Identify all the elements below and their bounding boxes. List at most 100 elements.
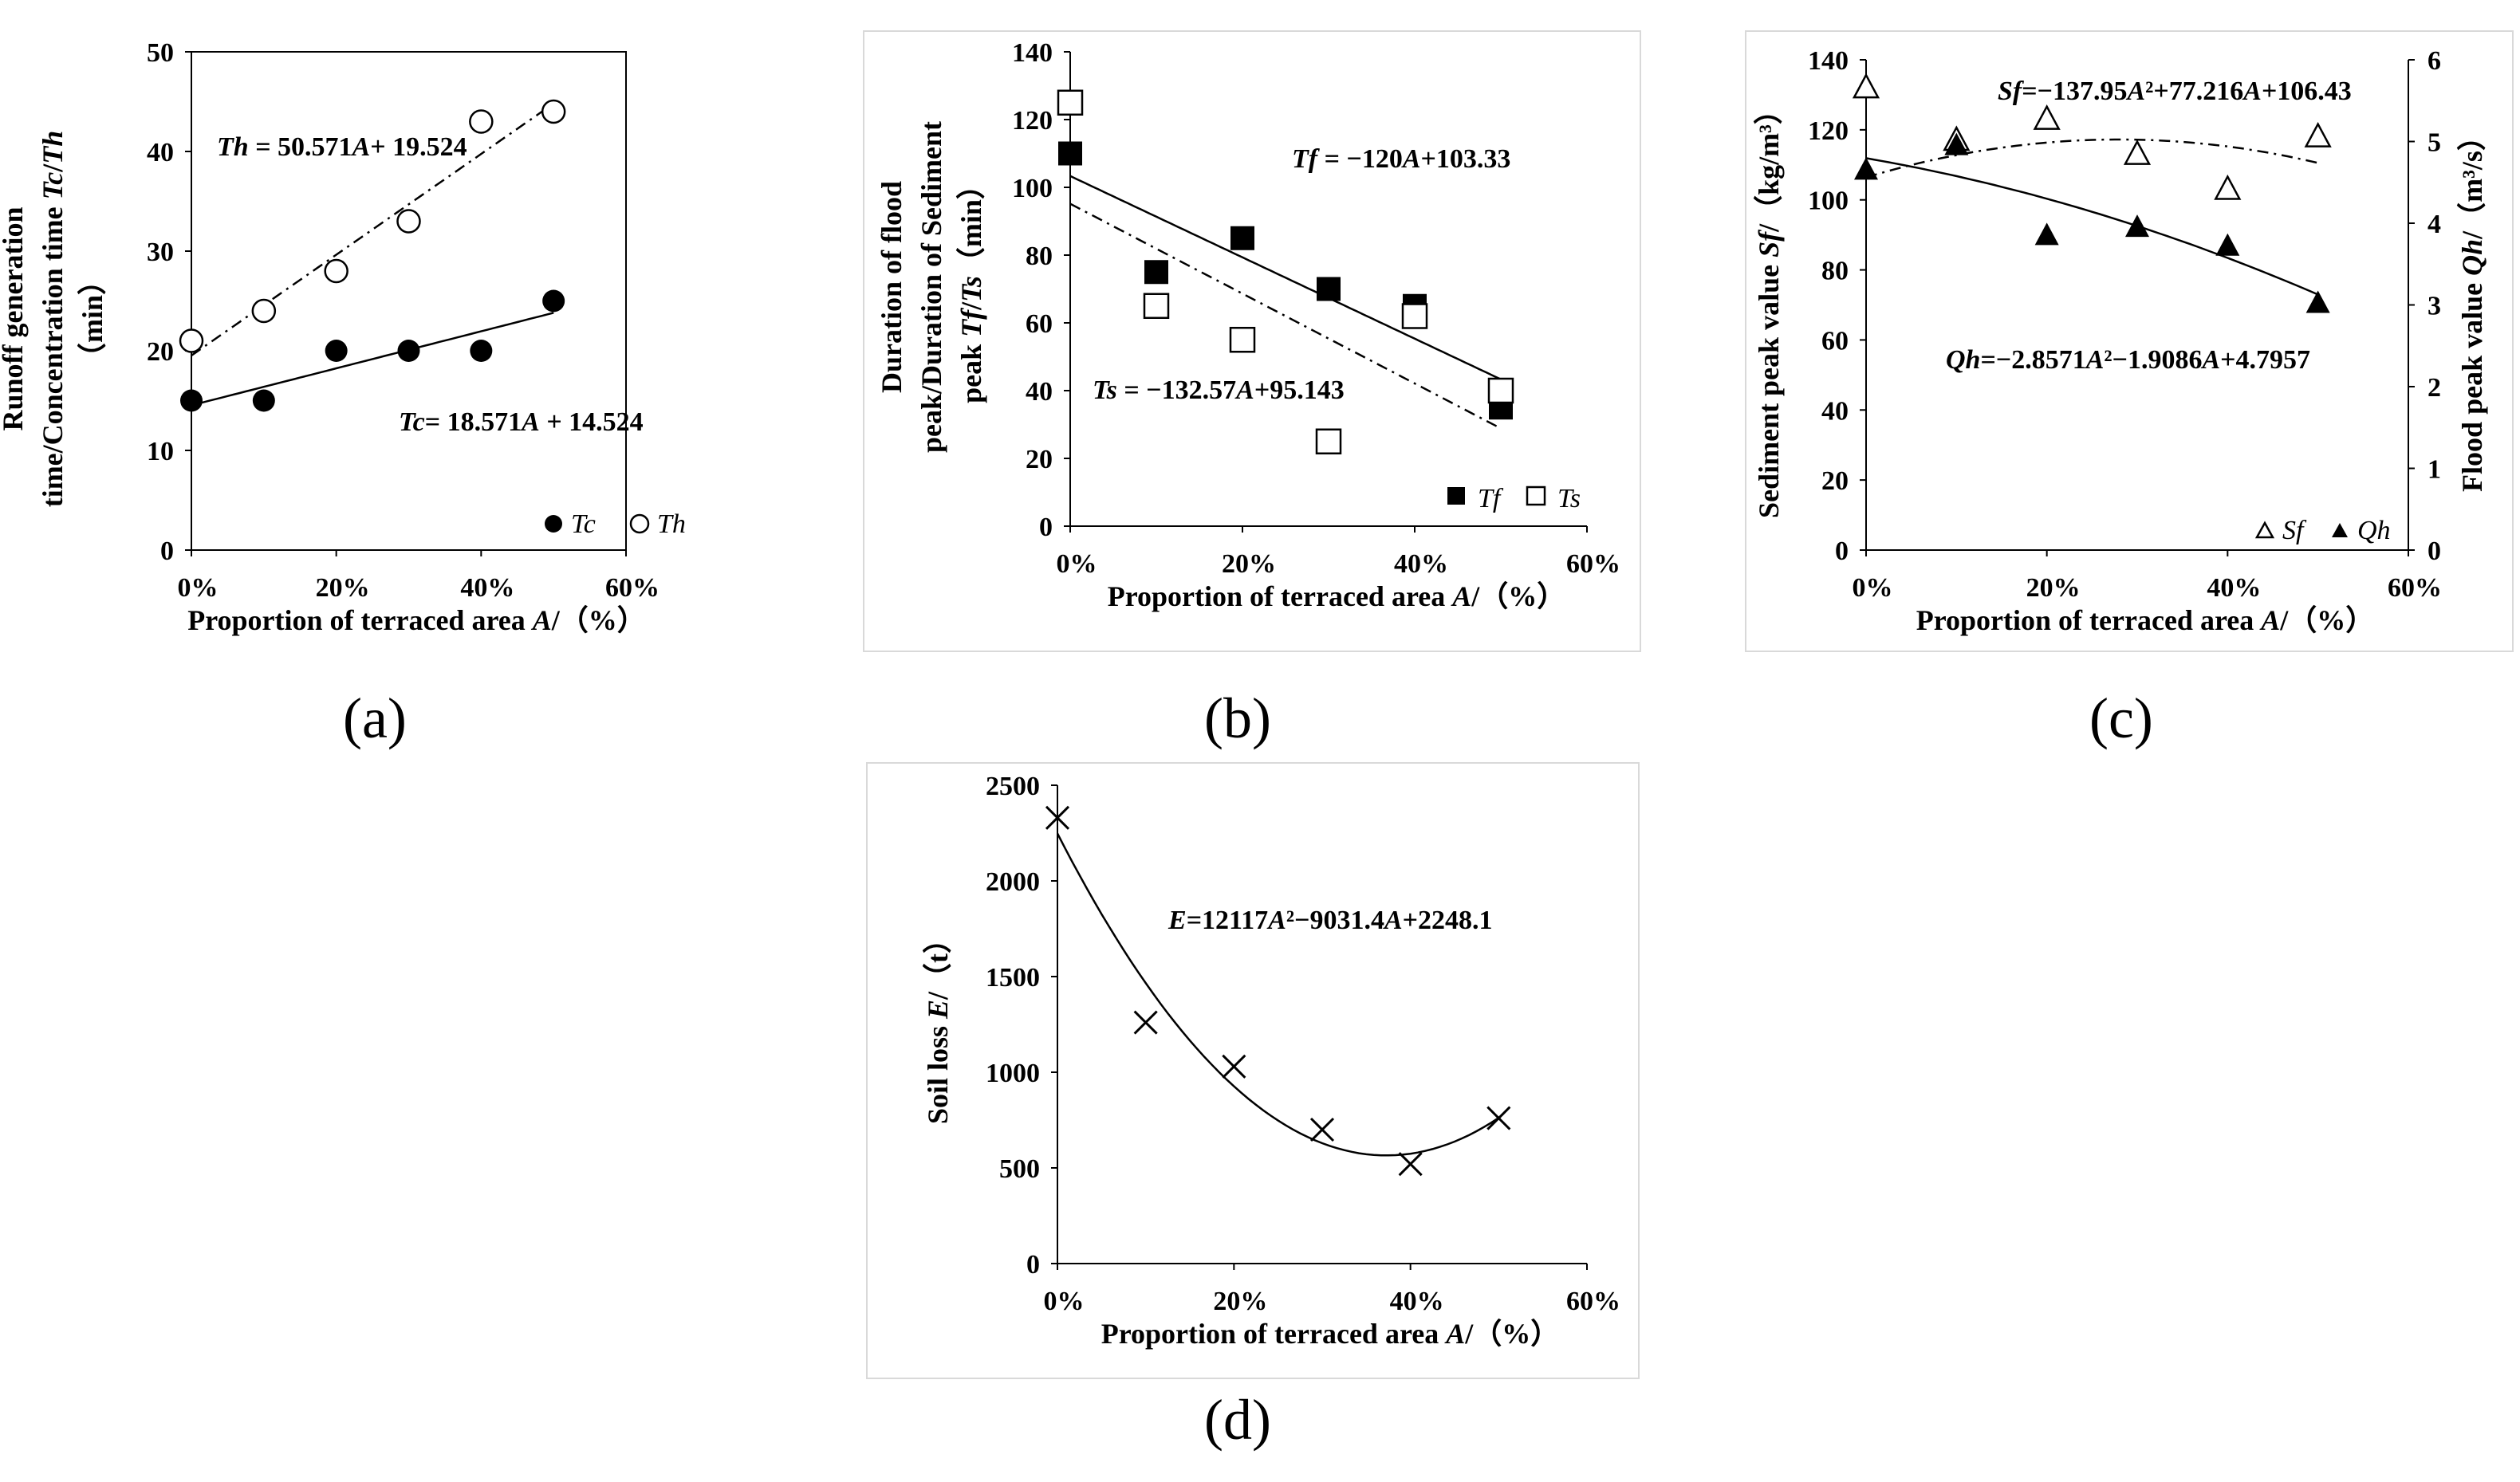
chart-b-ytick-label: 60 (1026, 309, 1053, 339)
chart-a-point-Tc (252, 389, 275, 412)
chart-b-ytick-label: 140 (1012, 38, 1053, 68)
chart-a-xtick-label: 0% (178, 573, 219, 603)
chart-b-equation-Ts: Ts = −132.57A+95.143 (1093, 375, 1345, 405)
chart-c-ytick-label: 120 (1808, 116, 1849, 146)
chart-d-xtick-label: 20% (1213, 1287, 1267, 1316)
chart-b-ytick-label: 100 (1012, 174, 1053, 203)
chart-b-ytick-label: 20 (1026, 445, 1053, 474)
panel-label-b: (b) (1204, 686, 1271, 750)
chart-c-equation-Qh: Qh=−2.8571A²−1.9086A+4.7957 (1946, 345, 2310, 375)
chart-c-legend-label-Sf: Sf (2282, 516, 2307, 545)
chart-a-ylabel-line3: （min） (77, 266, 108, 371)
chart-b-ylabel-line2: peak/Duration of Sediment (915, 121, 947, 453)
chart-a-point-Th (251, 298, 277, 324)
chart-b-point-Tf (1230, 226, 1254, 250)
chart-d-ytick-label: 0 (1026, 1250, 1040, 1280)
chart-d-ytick-label: 500 (999, 1154, 1040, 1184)
chart-a-legend-label-Tc: Tc (571, 509, 596, 539)
panel-label-d: (d) (1204, 1388, 1271, 1452)
chart-c-y2tick-label: 6 (2427, 46, 2441, 76)
chart-a-point-Tc (180, 389, 203, 412)
chart-a-point-Tc (542, 289, 565, 313)
chart-b-point-Tf (1144, 260, 1168, 285)
chart-b-point-Ts (1401, 303, 1428, 329)
chart-b-ytick-label: 0 (1039, 513, 1053, 542)
chart-c-xtick-label: 0% (1853, 573, 1893, 603)
chart-b-legend-marker-Tf (1447, 487, 1465, 505)
chart-a-point-Th (179, 328, 204, 353)
chart-d-ytick-label: 1000 (986, 1059, 1040, 1088)
chart-c-y2tick-label: 2 (2427, 373, 2441, 403)
chart-b-xlabel: Proportion of terraced area A/（%） (1108, 580, 1566, 612)
chart-a-fit-Tc (191, 312, 554, 407)
chart-d-fit-E (1056, 832, 1499, 1157)
chart-b-xtick-label: 60% (1566, 549, 1620, 579)
chart-c-point-Qh (2215, 233, 2240, 256)
chart-c-legend-label-Qh: Qh (2357, 516, 2391, 545)
chart-b-xtick-label: 20% (1222, 549, 1276, 579)
chart-d-xlabel: Proportion of terraced area A/（%） (1101, 1318, 1560, 1350)
chart-c-ytick-label: 40 (1821, 396, 1849, 426)
chart-d-equation-E: E=12117A²−9031.4A+2248.1 (1167, 906, 1493, 935)
chart-b-point-Ts (1229, 327, 1256, 353)
chart-a-ytick-label: 30 (147, 238, 174, 267)
chart-c-xtick-label: 40% (2207, 573, 2261, 603)
chart-c-y2tick-label: 0 (2427, 537, 2441, 566)
chart-c-y2tick-label: 4 (2427, 210, 2441, 239)
chart-d-point-E (1222, 1054, 1246, 1079)
chart-c-point-Sf (2214, 174, 2242, 200)
chart-a-plot-frame (191, 51, 627, 551)
chart-a-point-Tc (397, 340, 420, 362)
chart-d-point-E (1045, 805, 1070, 830)
chart-b-equation-Tf: Tf = −120A+103.33 (1292, 144, 1510, 174)
chart-b-point-Tf (1058, 141, 1082, 166)
chart-d-xtick-label: 60% (1566, 1287, 1620, 1316)
chart-b-fit-Ts (1069, 202, 1502, 430)
chart-c-point-Sf (2304, 121, 2332, 147)
chart-c-ytick-label: 140 (1808, 46, 1849, 76)
chart-a-point-Th (541, 99, 566, 124)
chart-a-xtick-label: 40% (460, 573, 514, 603)
chart-b-point-Ts (1143, 293, 1170, 319)
chart-c-xtick-label: 20% (2026, 573, 2081, 603)
chart-b-legend-label-Ts: Ts (1557, 484, 1581, 513)
chart-a-legend-marker-Tc (545, 515, 562, 533)
chart-c-y2tick-label: 1 (2427, 455, 2441, 485)
chart-d-ylabel: Soil loss E/（t） (922, 925, 954, 1124)
chart-b-fit-Tf (1069, 175, 1502, 380)
chart-a-xlabel: Proportion of terraced area A/（%） (187, 604, 646, 636)
chart-a-point-Th (324, 258, 348, 284)
chart-c-point-Qh (2125, 214, 2149, 238)
chart-c-point-Sf (2033, 104, 2061, 130)
chart-c-ytick-label: 80 (1821, 257, 1849, 286)
chart-d-ytick-label: 2500 (986, 772, 1040, 801)
chart-c-y2tick-label: 5 (2427, 128, 2441, 158)
chart-c-ytick-label: 20 (1821, 466, 1849, 496)
chart-d-point-E (1133, 1010, 1158, 1035)
chart-d-xtick-label: 40% (1390, 1287, 1444, 1316)
chart-d-point-E (1309, 1117, 1335, 1142)
chart-d-point-E (1486, 1106, 1511, 1130)
chart-a-point-Tc (470, 340, 493, 362)
chart-a-ytick-label: 50 (147, 38, 174, 68)
chart-b-xtick-label: 40% (1394, 549, 1448, 579)
chart-c-point-Sf (2123, 139, 2152, 165)
chart-d-point-E (1398, 1152, 1423, 1177)
chart-c-xtick-label: 60% (2388, 573, 2442, 603)
chart-b-xtick-label: 0% (1057, 549, 1097, 579)
chart-a-xtick-label: 60% (605, 573, 660, 603)
chart-b-point-Tf (1317, 277, 1341, 301)
chart-b-ytick-label: 40 (1026, 377, 1053, 407)
panel-label-c: (c) (2089, 686, 2153, 750)
chart-c-point-Qh (2034, 222, 2059, 246)
chart-a-equation-Th: Th = 50.571A+ 19.524 (217, 132, 467, 162)
chart-c-ytick-label: 0 (1835, 537, 1849, 566)
chart-c-ytick-label: 100 (1808, 187, 1849, 216)
panel-d-frame (866, 762, 1640, 1379)
chart-c-equation-Sf: Sf=−137.95A²+77.216A+106.43 (1998, 77, 2352, 106)
chart-b-ylabel-line3: peak Tf/Ts（min） (955, 171, 987, 403)
chart-a-ytick-label: 40 (147, 138, 174, 167)
panel-label-a: (a) (343, 686, 407, 750)
chart-b-legend-label-Tf: Tf (1478, 484, 1504, 513)
